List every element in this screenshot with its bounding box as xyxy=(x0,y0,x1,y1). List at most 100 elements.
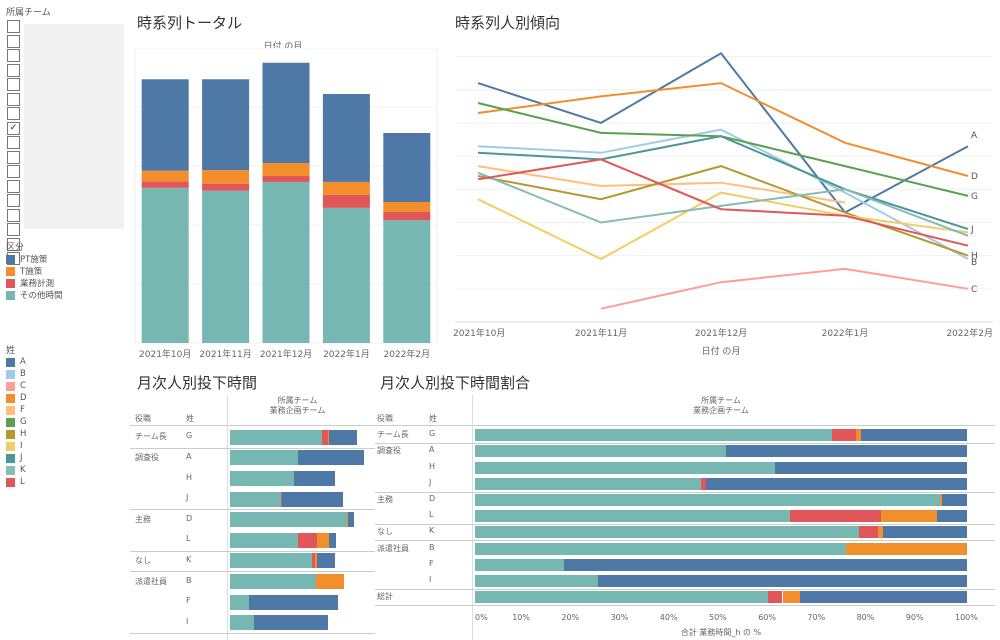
bar-segment-その他時間[interactable] xyxy=(230,491,281,507)
line-series-H[interactable] xyxy=(477,165,969,257)
team-filter-checkbox[interactable] xyxy=(7,92,20,106)
line-series-I[interactable] xyxy=(477,191,969,261)
bar-segment-PT施策[interactable] xyxy=(294,471,335,486)
team-filter-checkbox[interactable] xyxy=(7,165,20,178)
bar-segment-その他時間[interactable] xyxy=(230,429,322,445)
bar-segment-その他時間[interactable] xyxy=(202,190,250,343)
person-legend-item[interactable]: F xyxy=(6,404,27,416)
bar-segment-その他時間[interactable] xyxy=(475,591,768,604)
bar-segment-その他時間[interactable] xyxy=(475,445,726,458)
bar-segment-その他時間[interactable] xyxy=(475,429,832,442)
bar-segment-その他時間[interactable] xyxy=(475,461,776,474)
team-filter-checkbox[interactable] xyxy=(7,49,20,62)
category-legend-item[interactable]: その他時間 xyxy=(6,289,63,301)
team-filter-checkbox[interactable] xyxy=(7,237,20,251)
category-legend-item[interactable]: 業務計測 xyxy=(6,277,63,289)
bar-segment-PT施策[interactable] xyxy=(262,62,310,164)
bar-segment-PT施策[interactable] xyxy=(348,512,354,528)
bar-segment-T施策[interactable] xyxy=(939,493,943,506)
bar-segment-T施策[interactable] xyxy=(202,170,250,184)
bar-segment-PT施策[interactable] xyxy=(799,591,967,604)
bar-segment-T施策[interactable] xyxy=(316,574,344,589)
bar-segment-その他時間[interactable] xyxy=(475,574,598,587)
person-legend-item[interactable]: D xyxy=(6,392,27,404)
bar-segment-業務計測[interactable] xyxy=(789,510,881,523)
bar-segment-T施策[interactable] xyxy=(347,512,348,528)
bar-segment-業務計測[interactable] xyxy=(202,183,250,191)
team-filter-checkbox[interactable] xyxy=(7,63,20,77)
bar-segment-T施策[interactable] xyxy=(846,542,967,555)
bar-segment-業務計測[interactable] xyxy=(322,429,328,445)
bar-segment-PT施策[interactable] xyxy=(249,594,338,610)
bar-segment-その他時間[interactable] xyxy=(475,510,790,523)
bar-segment-T施策[interactable] xyxy=(383,201,431,213)
bar-segment-T施策[interactable] xyxy=(322,181,370,195)
category-legend-item[interactable]: PT施策 xyxy=(6,253,63,265)
category-legend-item[interactable]: T施策 xyxy=(6,265,63,277)
bar-segment-その他時間[interactable] xyxy=(475,558,564,571)
bar-segment-業務計測[interactable] xyxy=(858,526,879,539)
bar-segment-業務計測[interactable] xyxy=(383,212,431,221)
bar-segment-その他時間[interactable] xyxy=(230,553,312,569)
bar-segment-PT施策[interactable] xyxy=(317,553,335,569)
team-filter-checkbox[interactable]: ✓ xyxy=(7,121,20,135)
bar-segment-その他時間[interactable] xyxy=(383,220,431,343)
bar-segment-PT施策[interactable] xyxy=(282,491,343,507)
person-legend-item[interactable]: H xyxy=(6,428,27,440)
bar-segment-その他時間[interactable] xyxy=(230,574,316,589)
bar-segment-T施策[interactable] xyxy=(878,526,884,539)
team-filter-checkbox[interactable] xyxy=(7,78,20,91)
bar-segment-その他時間[interactable] xyxy=(322,207,370,343)
bar-segment-PT施策[interactable] xyxy=(942,493,967,506)
bar-segment-PT施策[interactable] xyxy=(725,445,967,458)
bar-segment-その他時間[interactable] xyxy=(141,187,189,343)
team-filter-checkbox[interactable] xyxy=(7,20,20,33)
person-legend-item[interactable]: B xyxy=(6,368,27,380)
bar-segment-業務計測[interactable] xyxy=(141,181,189,188)
bar-segment-業務計測[interactable] xyxy=(298,532,317,548)
bar-segment-その他時間[interactable] xyxy=(230,450,298,466)
team-filter-checkbox[interactable] xyxy=(7,223,20,236)
bar-segment-PT施策[interactable] xyxy=(322,94,370,182)
bar-segment-PT施策[interactable] xyxy=(141,79,189,171)
bar-segment-業務計測[interactable] xyxy=(701,477,707,490)
bar-segment-その他時間[interactable] xyxy=(230,615,254,631)
bar-segment-T施策[interactable] xyxy=(315,553,317,569)
line-series-K[interactable] xyxy=(477,171,969,237)
bar-segment-その他時間[interactable] xyxy=(230,471,294,486)
bar-segment-PT施策[interactable] xyxy=(329,532,336,548)
bar-segment-T施策[interactable] xyxy=(262,163,310,177)
line-series-D[interactable] xyxy=(477,82,969,177)
person-legend-item[interactable]: C xyxy=(6,380,27,392)
team-filter-checkbox[interactable] xyxy=(7,179,20,193)
bar-segment-業務計測[interactable] xyxy=(831,429,857,442)
bar-segment-T施策[interactable] xyxy=(880,510,938,523)
bar-segment-その他時間[interactable] xyxy=(475,526,859,539)
bar-segment-PT施策[interactable] xyxy=(383,132,431,202)
bar-segment-その他時間[interactable] xyxy=(230,594,249,610)
line-series-L[interactable] xyxy=(477,158,969,247)
bar-segment-T施策[interactable] xyxy=(328,429,329,445)
line-series-A[interactable] xyxy=(477,51,969,214)
bar-segment-業務計測[interactable] xyxy=(262,176,310,182)
bar-segment-T施策[interactable] xyxy=(317,532,329,548)
person-legend-item[interactable]: I xyxy=(6,440,27,452)
bar-segment-その他時間[interactable] xyxy=(230,512,347,528)
bar-segment-PT施策[interactable] xyxy=(202,79,250,171)
bar-segment-PT施策[interactable] xyxy=(298,450,364,466)
person-legend-item[interactable]: L xyxy=(6,476,27,488)
bar-segment-その他時間[interactable] xyxy=(475,542,847,555)
line-series-J[interactable] xyxy=(477,135,969,231)
person-legend-item[interactable]: K xyxy=(6,464,27,476)
bar-segment-業務計測[interactable] xyxy=(322,194,370,208)
bar-segment-PT施策[interactable] xyxy=(883,526,967,539)
bar-segment-PT施策[interactable] xyxy=(563,558,967,571)
bar-segment-業務計測[interactable] xyxy=(281,491,282,507)
person-legend-item[interactable]: A xyxy=(6,356,27,368)
bar-segment-業務計測[interactable] xyxy=(312,553,315,569)
team-filter-checkbox[interactable] xyxy=(7,107,20,120)
bar-segment-その他時間[interactable] xyxy=(475,493,940,506)
person-legend-item[interactable]: J xyxy=(6,452,27,464)
team-filter-checkbox[interactable] xyxy=(7,208,20,222)
bar-segment-その他時間[interactable] xyxy=(262,181,310,343)
